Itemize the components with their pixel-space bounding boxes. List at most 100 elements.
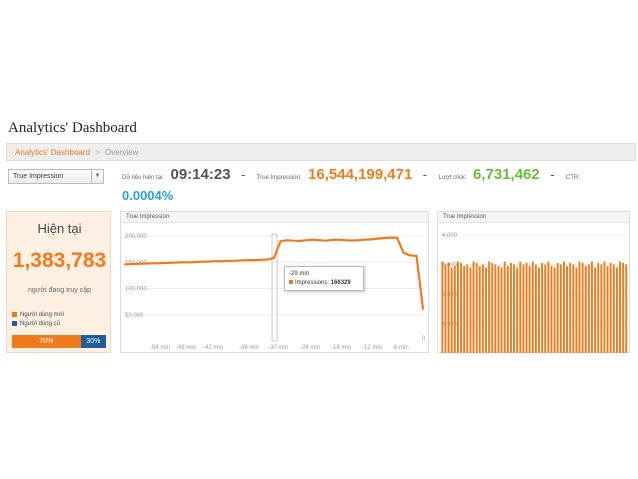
data-point [156,262,159,265]
impression-bar-chart-panel: True Impression 4,000 3,000 2,000 1,000 [437,211,630,353]
realtime-label: Dữ liệu hiện tại: [122,175,165,181]
data-point [253,259,256,262]
data-point [169,261,172,264]
bar [581,263,584,353]
x-tick-label: -12 min [362,345,382,351]
bar [478,266,481,353]
bar [466,264,469,353]
x-tick-label: -54 min [150,345,170,351]
data-point [279,240,282,243]
bar [503,261,506,353]
data-point [266,258,269,261]
data-point [305,239,308,242]
data-point [396,236,398,239]
y-tick-label: 2,000 [442,292,458,298]
data-point [350,239,353,242]
data-point [214,260,217,263]
bar [584,266,587,353]
bar [603,261,606,353]
bar [453,266,456,353]
bar [516,267,519,353]
x-tick-label: -6 min [392,345,409,351]
bar [600,264,603,353]
bar [569,263,572,353]
y-tick-label: 3,000 [442,263,458,269]
data-point [363,238,366,241]
bar [553,267,556,353]
bar [606,266,609,353]
bar [481,264,484,353]
bar [594,267,597,353]
data-point [409,254,411,257]
bar [562,261,565,353]
data-point [318,239,321,242]
data-point [299,240,301,242]
data-point [188,261,191,264]
bar [485,267,487,353]
bar [500,267,503,353]
hover-band [271,233,278,342]
active-users-subtitle: người đang truy cập [28,287,91,294]
user-split-bar: 70% 30% [12,335,106,348]
bar [572,264,575,353]
data-point [370,238,373,241]
x-tick-label: -18 min [331,345,351,351]
breadcrumb-separator: > [95,148,100,157]
stat-separator: - [241,167,246,182]
data-point [331,239,334,241]
bar [444,264,447,353]
data-point [311,238,314,241]
bar [488,261,491,353]
data-point [130,263,133,265]
breadcrumb: Analytics' Dashboard > Overview [6,143,636,161]
tooltip-series-dot [289,280,293,285]
page-title: Analytics' Dashboard [8,120,137,136]
y-tick-label: 4,000 [442,233,458,239]
x-end-label: 0 [422,336,426,342]
bar [525,263,528,353]
bar [615,267,618,353]
bar [491,263,494,353]
data-point [383,237,386,239]
data-point [286,239,288,242]
click-total: 6,731,462 [473,166,540,183]
data-point [247,259,249,262]
impression-label: True Impression: [256,175,302,181]
bar [622,263,625,353]
data-point [240,259,243,262]
data-point [402,251,405,254]
bar [522,264,525,353]
bar [566,266,568,353]
bar [469,267,472,353]
data-point [376,237,379,240]
data-point [324,239,327,242]
metric-select-value: True Impression [13,173,64,180]
bar [541,263,544,353]
data-point [337,238,340,241]
chart-tooltip: -29 min Impressions: 166329 [284,266,364,291]
breadcrumb-link-dashboard[interactable]: Analytics' Dashboard [15,148,90,157]
bar [509,263,512,353]
active-users-title: Hiện tại [37,221,82,236]
legend-label-returning: Người dùng cũ [20,321,60,328]
impression-bar-chart: 4,000 3,000 2,000 1,000 [441,233,628,353]
y-tick-label: 50,000 [125,313,144,319]
bar [550,266,553,353]
realtime-stats: Dữ liệu hiện tại: 09:14:23 - True Impres… [122,166,632,184]
bar [609,263,612,353]
data-point [137,262,139,265]
bar [475,263,478,353]
bar [597,263,600,353]
bar [494,264,497,353]
bar [534,264,537,353]
data-point [221,260,224,263]
ctr-value: 0.0004% [122,188,174,203]
bar [513,264,516,353]
caret-down-icon[interactable]: ▼ [91,170,103,183]
ctr-label: CTR: [565,175,580,181]
metric-select[interactable]: True Impression ▼ [8,169,104,184]
x-tick-label: -48 min [176,345,196,351]
tooltip-series-label: Impressions: [295,280,330,286]
data-point [415,255,418,257]
breadcrumb-current: Overview [105,148,139,157]
